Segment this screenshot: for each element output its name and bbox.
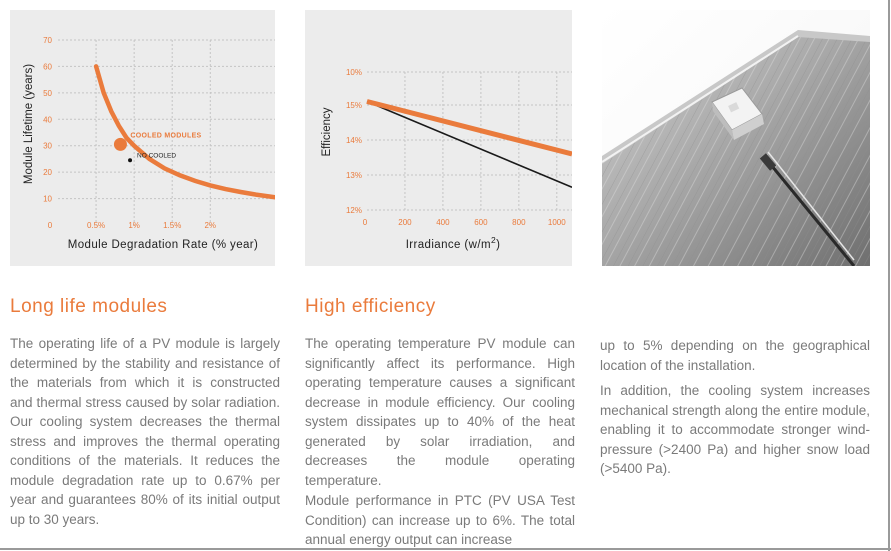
x-axis-label: Irradiance (w/m2) — [406, 235, 501, 251]
high-efficiency-paragraph-1: The operating temperature PV module can … — [305, 336, 575, 488]
lifetime-chart-panel: 10 20 30 40 50 60 70 0 0.5% 1% 1.5% 2% COOLED MODU… — [10, 10, 275, 266]
y-tick-label: 40 — [43, 115, 52, 124]
section-title-long-life: Long life modules — [10, 296, 168, 317]
x-tick-labels: 0 200 400 600 800 1000 — [363, 218, 566, 227]
efficiency-chart: 10% 13% 14% 15% 12% 0 200 400 600 800 1000 Irradi… — [321, 68, 572, 251]
y-tick-labels: 10% 13% 14% 15% 12% — [346, 68, 362, 215]
bottom-border — [0, 548, 891, 550]
cooled-modules-point — [113, 137, 127, 151]
x-axis-label-sup: 2 — [491, 235, 496, 245]
section-title-high-efficiency: High efficiency — [305, 296, 436, 317]
x-axis-label-text: Irradiance (w/m — [406, 239, 491, 251]
continued-paragraph-2: In addition, the cooling system increase… — [600, 383, 870, 476]
x-tick-label: 0 — [48, 221, 53, 230]
lifetime-curve — [93, 64, 275, 200]
x-tick-label: 200 — [398, 218, 412, 227]
no-cooled-label: NO COOLED — [137, 152, 176, 159]
cooled-modules-label: COOLED MODULES — [130, 132, 201, 139]
y-tick-label: 30 — [43, 142, 52, 151]
efficiency-chart-panel: 10% 13% 14% 15% 12% 0 200 400 600 800 1000 Irradi… — [305, 10, 572, 266]
solar-panel-photo — [601, 10, 870, 267]
y-tick-label: 50 — [43, 89, 52, 98]
y-tick-labels: 10 20 30 40 50 60 70 — [43, 36, 52, 204]
points: COOLED MODULES NO COOLED — [113, 132, 201, 163]
x-tick-label: 1% — [128, 221, 140, 230]
x-tick-label: 600 — [474, 218, 488, 227]
x-tick-label: 800 — [512, 218, 526, 227]
x-tick-label: 0 — [363, 218, 368, 227]
y-tick-label: 70 — [43, 36, 52, 45]
right-border — [888, 0, 890, 551]
y-tick-label: 20 — [43, 168, 52, 177]
x-axis-label: Module Degradation Rate (% year) — [68, 239, 259, 251]
x-tick-label: 1000 — [548, 218, 566, 227]
series — [93, 64, 275, 200]
x-tick-label: 0.5% — [87, 221, 105, 230]
y-tick-label: 13% — [346, 171, 362, 180]
continued-paragraph-1: up to 5% depending on the geographical l… — [600, 338, 870, 373]
x-tick-labels: 0 0.5% 1% 1.5% 2% — [48, 221, 216, 230]
uncooled-efficiency-line — [366, 100, 572, 188]
y-axis-label: Module Lifetime (years) — [23, 64, 35, 184]
grid — [367, 71, 572, 211]
long-life-paragraph: The operating life of a PV module is lar… — [10, 336, 280, 527]
no-cooled-point — [128, 158, 133, 163]
y-tick-label: 12% — [346, 206, 362, 215]
y-tick-label: 10 — [43, 195, 52, 204]
cooled-efficiency-line — [366, 99, 572, 157]
junction-box-icon — [711, 87, 777, 171]
x-tick-label: 1.5% — [163, 221, 181, 230]
x-tick-label: 400 — [436, 218, 450, 227]
y-tick-label: 60 — [43, 62, 52, 71]
y-tick-label: 14% — [346, 136, 362, 145]
x-axis-label-close: ) — [496, 239, 500, 251]
solar-panel-image — [601, 10, 870, 267]
y-tick-label: 15% — [346, 101, 362, 110]
x-tick-label: 2% — [204, 221, 216, 230]
high-efficiency-paragraph-2: Module performance in PTC (PV USA Test C… — [305, 493, 575, 547]
lifetime-chart: 10 20 30 40 50 60 70 0 0.5% 1% 1.5% 2% COOLED MODU… — [23, 36, 275, 251]
y-tick-label: 10% — [346, 68, 362, 77]
series — [366, 99, 572, 188]
y-axis-label: Efficiency — [321, 107, 333, 156]
